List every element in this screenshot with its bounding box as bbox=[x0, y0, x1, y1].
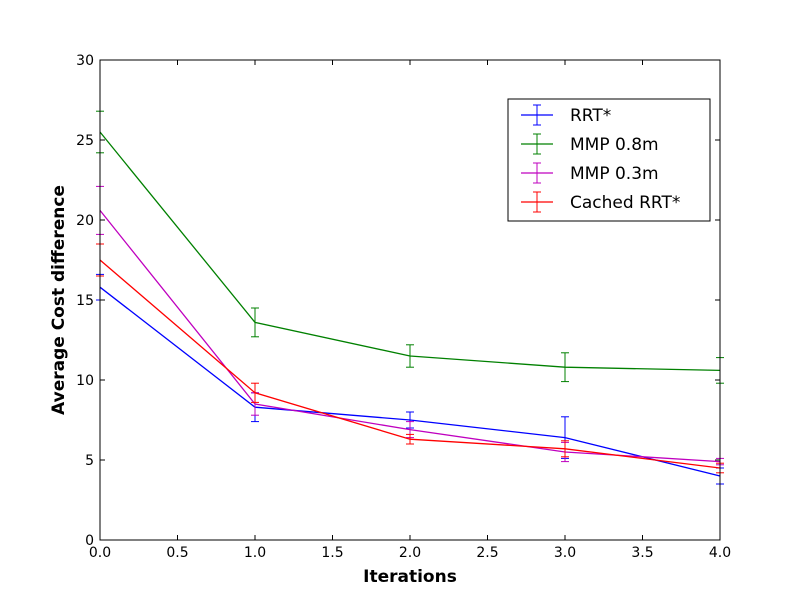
y-tick-label: 10 bbox=[76, 373, 94, 389]
x-tick-label: 4.0 bbox=[709, 545, 731, 561]
x-tick-label: 1.5 bbox=[321, 545, 343, 561]
x-tick-label: 0.0 bbox=[89, 545, 111, 561]
x-tick-label: 2.5 bbox=[476, 545, 498, 561]
legend-box bbox=[507, 98, 711, 222]
y-tick-label: 0 bbox=[85, 533, 94, 549]
y-tick-label: 20 bbox=[76, 213, 94, 229]
legend-label: MMP 0.8m bbox=[570, 135, 659, 155]
x-tick-label: 3.5 bbox=[631, 545, 653, 561]
legend-label: Cached RRT* bbox=[570, 193, 680, 213]
y-tick-label: 5 bbox=[85, 453, 94, 469]
x-tick-label: 0.5 bbox=[166, 545, 188, 561]
y-tick-label: 15 bbox=[76, 293, 94, 309]
legend-entry: MMP 0.8m bbox=[521, 133, 659, 155]
y-tick-label: 30 bbox=[76, 53, 94, 69]
legend-entry: MMP 0.3m bbox=[521, 162, 659, 184]
legend-entry: RRT* bbox=[521, 104, 611, 126]
y-tick-label: 25 bbox=[76, 133, 94, 149]
x-tick-label: 3.0 bbox=[554, 545, 576, 561]
x-tick-label: 2.0 bbox=[399, 545, 421, 561]
x-axis-title: Iterations bbox=[363, 567, 457, 587]
legend-label: RRT* bbox=[570, 106, 611, 126]
ticks-layer: 0.0 0.5 1.0 1.5 2.0 2.5 3.0 3.5 4.0 0 5 10 15 20 25 30 bbox=[76, 53, 731, 561]
legend-entry: Cached RRT* bbox=[521, 191, 680, 213]
x-tick-label: 1.0 bbox=[244, 545, 266, 561]
y-axis-title: Average Cost difference bbox=[49, 185, 69, 415]
series-layer bbox=[96, 110, 724, 485]
legend: RRT* MMP 0.8m MMP 0.3m Cached RRT* bbox=[507, 98, 711, 222]
legend-label: MMP 0.3m bbox=[570, 164, 659, 184]
